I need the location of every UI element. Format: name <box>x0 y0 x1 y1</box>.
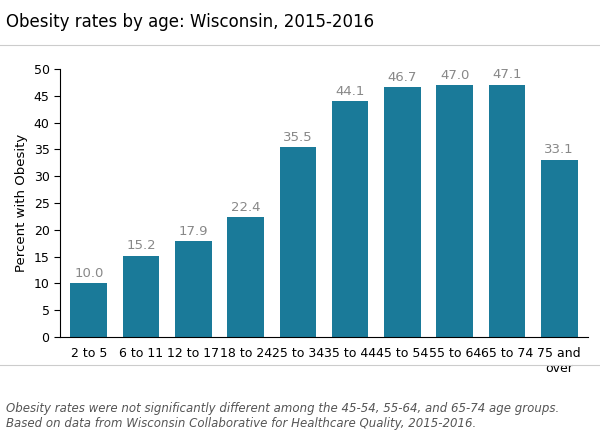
Text: 15.2: 15.2 <box>126 239 156 252</box>
Bar <box>70 283 107 337</box>
Text: 10.0: 10.0 <box>74 267 103 280</box>
Y-axis label: Percent with Obesity: Percent with Obesity <box>15 134 28 272</box>
Text: 33.1: 33.1 <box>544 143 574 156</box>
Text: 35.5: 35.5 <box>283 130 313 143</box>
Text: 47.0: 47.0 <box>440 69 469 82</box>
Bar <box>488 85 525 337</box>
Text: 22.4: 22.4 <box>231 201 260 214</box>
Bar <box>436 85 473 337</box>
Text: 17.9: 17.9 <box>179 225 208 238</box>
Bar <box>541 160 578 337</box>
Bar <box>123 256 160 337</box>
Bar <box>227 217 264 337</box>
Text: 44.1: 44.1 <box>335 85 365 98</box>
Text: Obesity rates were not significantly different among the 45-54, 55-64, and 65-74: Obesity rates were not significantly dif… <box>6 402 559 430</box>
Bar <box>332 101 368 337</box>
Bar <box>384 87 421 337</box>
Text: 46.7: 46.7 <box>388 70 417 83</box>
Bar <box>280 147 316 337</box>
Bar <box>175 241 212 337</box>
Text: Obesity rates by age: Wisconsin, 2015-2016: Obesity rates by age: Wisconsin, 2015-20… <box>6 13 374 31</box>
Text: 47.1: 47.1 <box>492 68 522 82</box>
